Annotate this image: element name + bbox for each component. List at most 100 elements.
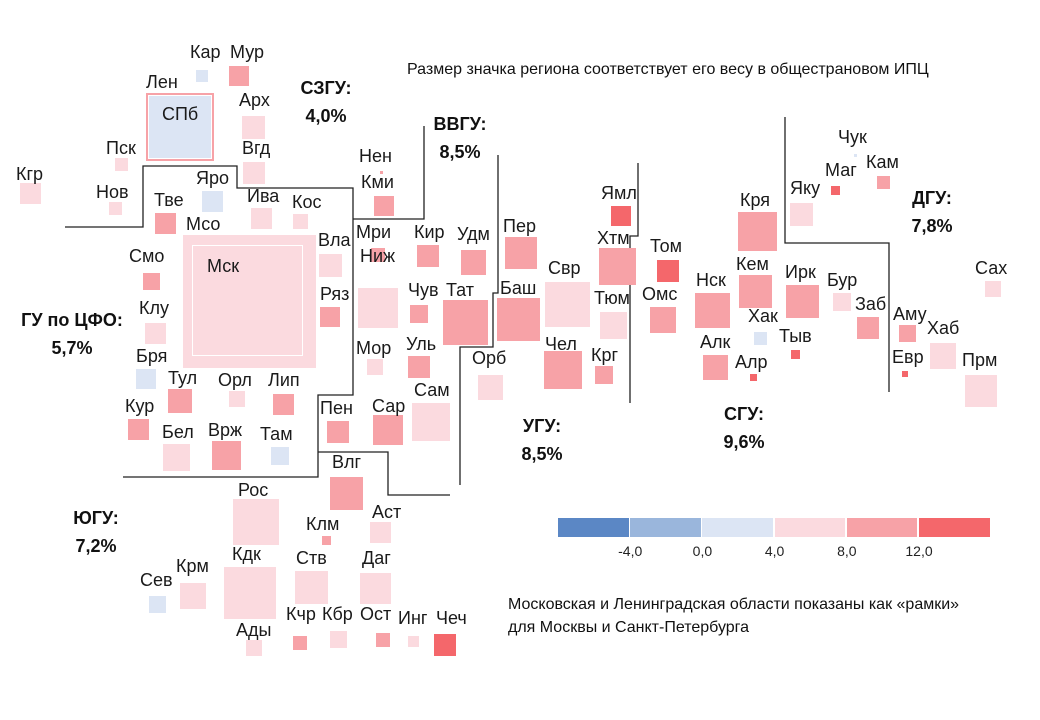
region-square	[965, 375, 997, 407]
region-label: СПб	[162, 104, 199, 124]
region-label: Хаб	[927, 318, 960, 338]
region-label: Крм	[176, 556, 209, 576]
region-square	[273, 394, 294, 415]
region-label: Врж	[208, 420, 243, 440]
region-square	[246, 640, 262, 656]
region-label: Тве	[154, 190, 184, 210]
region-label: Маг	[825, 160, 857, 180]
region-label: Ост	[360, 604, 392, 624]
region-label: Влг	[332, 452, 362, 472]
region-label: Заб	[855, 294, 887, 314]
size-note: Размер значка региона соответствует его …	[407, 61, 929, 78]
region-square	[155, 213, 176, 234]
region-square	[295, 571, 328, 604]
district-label: СГУ: 9,6%	[674, 400, 814, 456]
region-label: Инг	[398, 608, 428, 628]
region-square	[786, 285, 819, 318]
region-square	[595, 366, 613, 384]
region-label: Нов	[96, 182, 129, 202]
region-square	[497, 298, 540, 341]
region-square	[320, 307, 340, 327]
region-square	[330, 477, 363, 510]
region-square	[293, 214, 308, 229]
region-square	[417, 245, 439, 267]
region-square	[242, 116, 265, 139]
region-square	[330, 631, 347, 648]
region-label: Баш	[500, 278, 537, 298]
district-name: ГУ по ЦФО:	[21, 310, 123, 330]
region-square	[180, 583, 206, 609]
region-square	[461, 250, 486, 275]
region-square	[163, 444, 190, 471]
region-square	[370, 522, 391, 543]
region-square	[443, 300, 488, 345]
district-label: ВВГУ: 8,5%	[390, 110, 530, 166]
region-label: Бур	[827, 270, 858, 290]
region-label: Сах	[975, 258, 1008, 278]
region-square	[143, 273, 160, 290]
region-square	[271, 447, 289, 465]
region-label: Алк	[700, 332, 731, 352]
region-label: Чеч	[436, 608, 467, 628]
district-label: ГУ по ЦФО: 5,7%	[2, 306, 142, 362]
region-square	[599, 248, 636, 285]
legend-swatch	[774, 518, 846, 537]
region-label: Кгр	[16, 164, 44, 184]
region-square	[168, 389, 192, 413]
region-square	[739, 275, 772, 308]
region-square	[358, 288, 398, 328]
region-label: Нск	[696, 270, 726, 290]
region-square	[738, 212, 777, 251]
region-square	[831, 186, 840, 195]
region-label: Мур	[230, 42, 265, 62]
region-label: Ств	[296, 548, 327, 568]
region-square	[657, 260, 679, 282]
district-share: 5,7%	[51, 338, 93, 358]
region-label: Орб	[472, 348, 507, 368]
district-name: УГУ:	[522, 416, 562, 436]
region-square	[319, 254, 342, 277]
region-label: Клу	[139, 298, 169, 318]
region-label: Яро	[196, 168, 230, 188]
region-square	[545, 282, 590, 327]
region-square	[233, 499, 279, 545]
region-label: Пен	[320, 398, 353, 418]
district-name: ДГУ:	[912, 188, 952, 208]
region-square	[408, 356, 430, 378]
region-square	[293, 636, 307, 650]
region-label: Даг	[362, 548, 391, 568]
region-square	[408, 636, 419, 647]
region-square	[505, 237, 537, 269]
legend-tick-label: 0,0	[692, 543, 713, 559]
region-label: Клм	[306, 514, 340, 534]
region-label: Тул	[168, 368, 198, 388]
region-label: Вла	[318, 230, 351, 250]
region-square	[854, 154, 857, 157]
region-square	[20, 183, 41, 204]
region-label: Мск	[207, 256, 240, 276]
region-square	[877, 176, 890, 189]
region-square	[371, 248, 385, 262]
region-label: Аст	[372, 502, 402, 522]
region-label: Кря	[740, 190, 771, 210]
region-label: Кос	[292, 192, 322, 212]
region-square	[367, 359, 383, 375]
region-label: Ады	[236, 620, 272, 640]
legend-swatch	[558, 518, 629, 537]
region-square	[327, 421, 349, 443]
region-label: Яку	[790, 178, 821, 198]
region-label: Ирк	[785, 262, 816, 282]
region-square	[149, 96, 211, 158]
region-label: Кем	[736, 254, 769, 274]
district-name: СГУ:	[724, 404, 764, 424]
region-label: Кам	[866, 152, 899, 172]
boundary-line	[353, 126, 425, 220]
region-square	[750, 374, 757, 381]
legend-swatch	[702, 518, 774, 537]
region-label: Чел	[545, 334, 577, 354]
legend-tick-label: 8,0	[837, 543, 857, 559]
region-label: Кми	[361, 172, 394, 192]
region-square	[857, 317, 879, 339]
region-label: Бел	[162, 422, 194, 442]
